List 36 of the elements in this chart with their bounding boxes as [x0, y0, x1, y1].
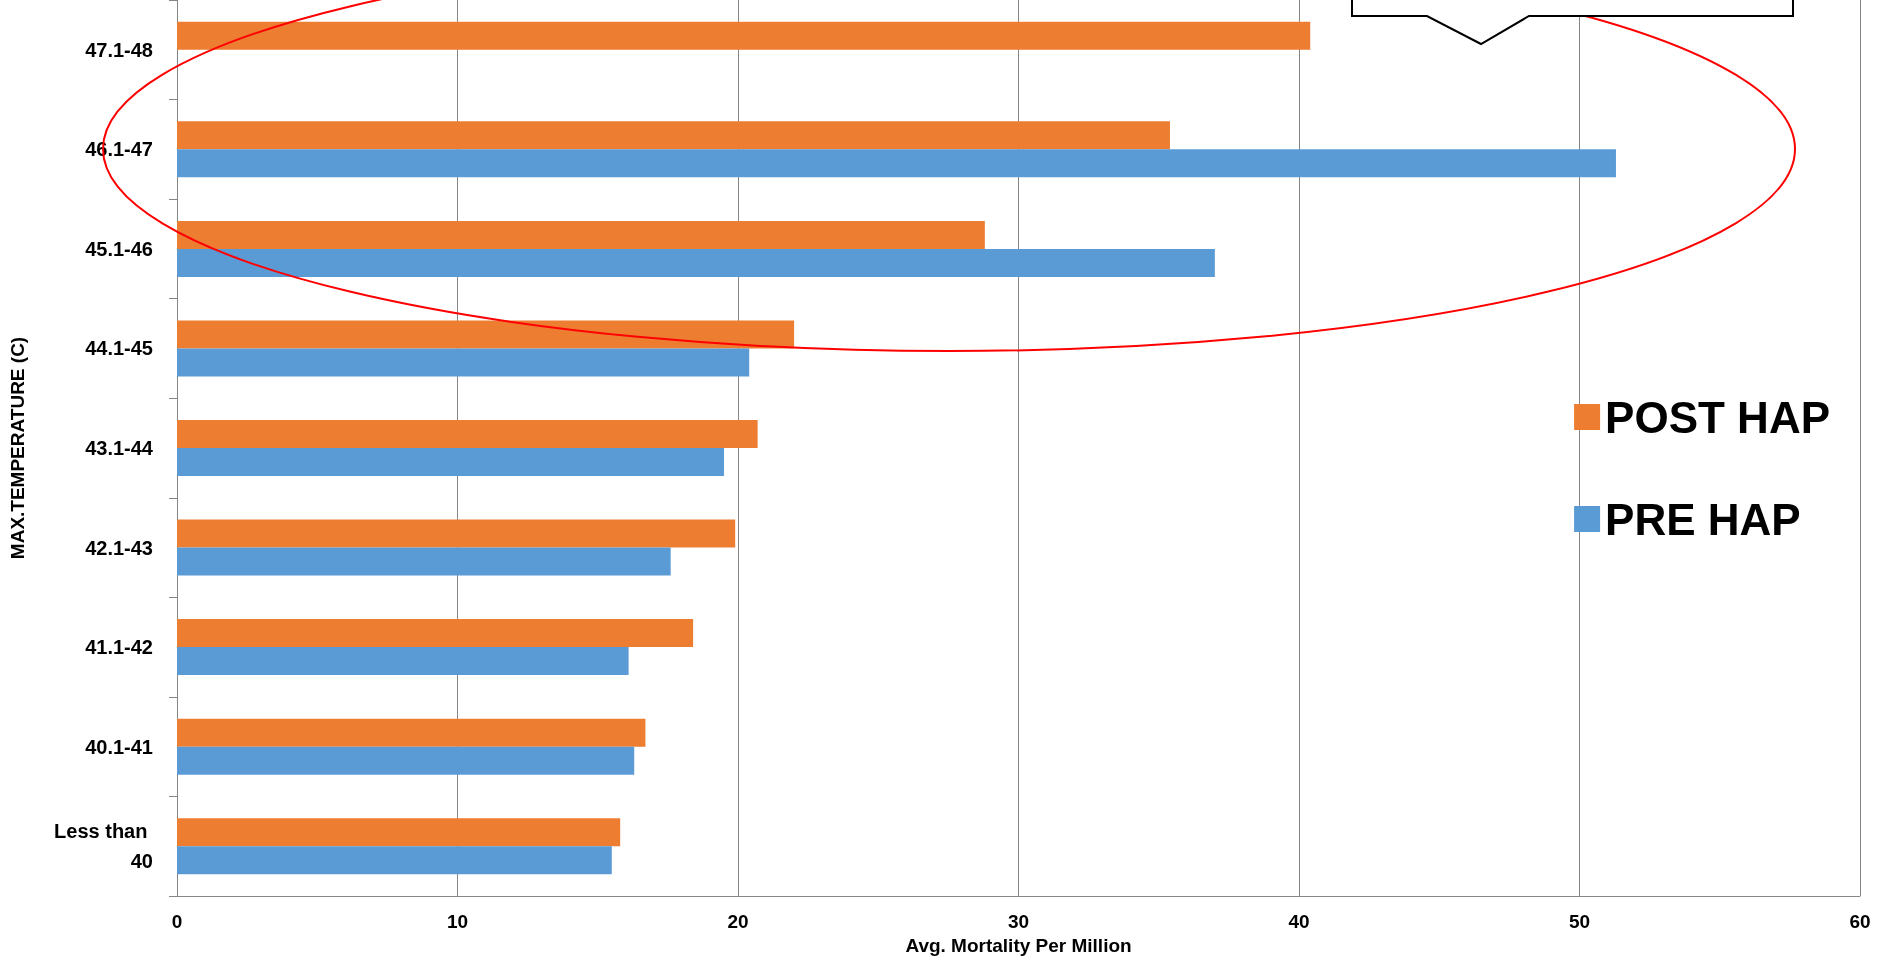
bar [177, 149, 1616, 178]
y-axis-title: MAX.TEMPERATURE (C) [7, 336, 28, 560]
x-axis-title: Avg. Mortality Per Million [905, 934, 1132, 956]
x-tick-label: 20 [727, 911, 749, 932]
bar [177, 519, 736, 548]
x-tick-label: 0 [171, 911, 183, 932]
bar [177, 248, 1215, 277]
x-tick-label: 30 [1007, 911, 1030, 932]
y-tick-label: 44.1-45 [85, 337, 153, 360]
x-tick-label: 60 [1849, 911, 1871, 932]
y-tick-label: 40.1-41 [85, 735, 153, 758]
legend-label: PRE HAP [1605, 494, 1801, 544]
y-tick-label: 41.1-42 [85, 636, 153, 659]
bar [177, 220, 985, 249]
y-tick-label: 42.1-43 [85, 536, 153, 559]
bar [177, 718, 646, 747]
bar [177, 647, 629, 676]
x-tick-label: 10 [446, 911, 469, 932]
y-tick-label: 43.1-44 [85, 437, 154, 459]
x-tick-label: 40 [1288, 911, 1310, 932]
y-tick-label: 45.1-46 [85, 237, 153, 260]
legend-label: POST HAP [1605, 392, 1830, 442]
bar [177, 746, 635, 775]
x-tick-label: 50 [1568, 911, 1591, 932]
bar [177, 121, 1170, 150]
y-tick-label: 47.1-48 [85, 38, 153, 61]
bar [177, 846, 612, 875]
bar [177, 547, 671, 576]
bar [177, 420, 758, 448]
y-tick-label: Less than 40 [54, 820, 153, 873]
bar [177, 619, 694, 648]
bar [177, 818, 621, 847]
bar [177, 348, 750, 377]
bar [177, 448, 724, 476]
bar [177, 21, 1311, 50]
bar [177, 320, 795, 349]
